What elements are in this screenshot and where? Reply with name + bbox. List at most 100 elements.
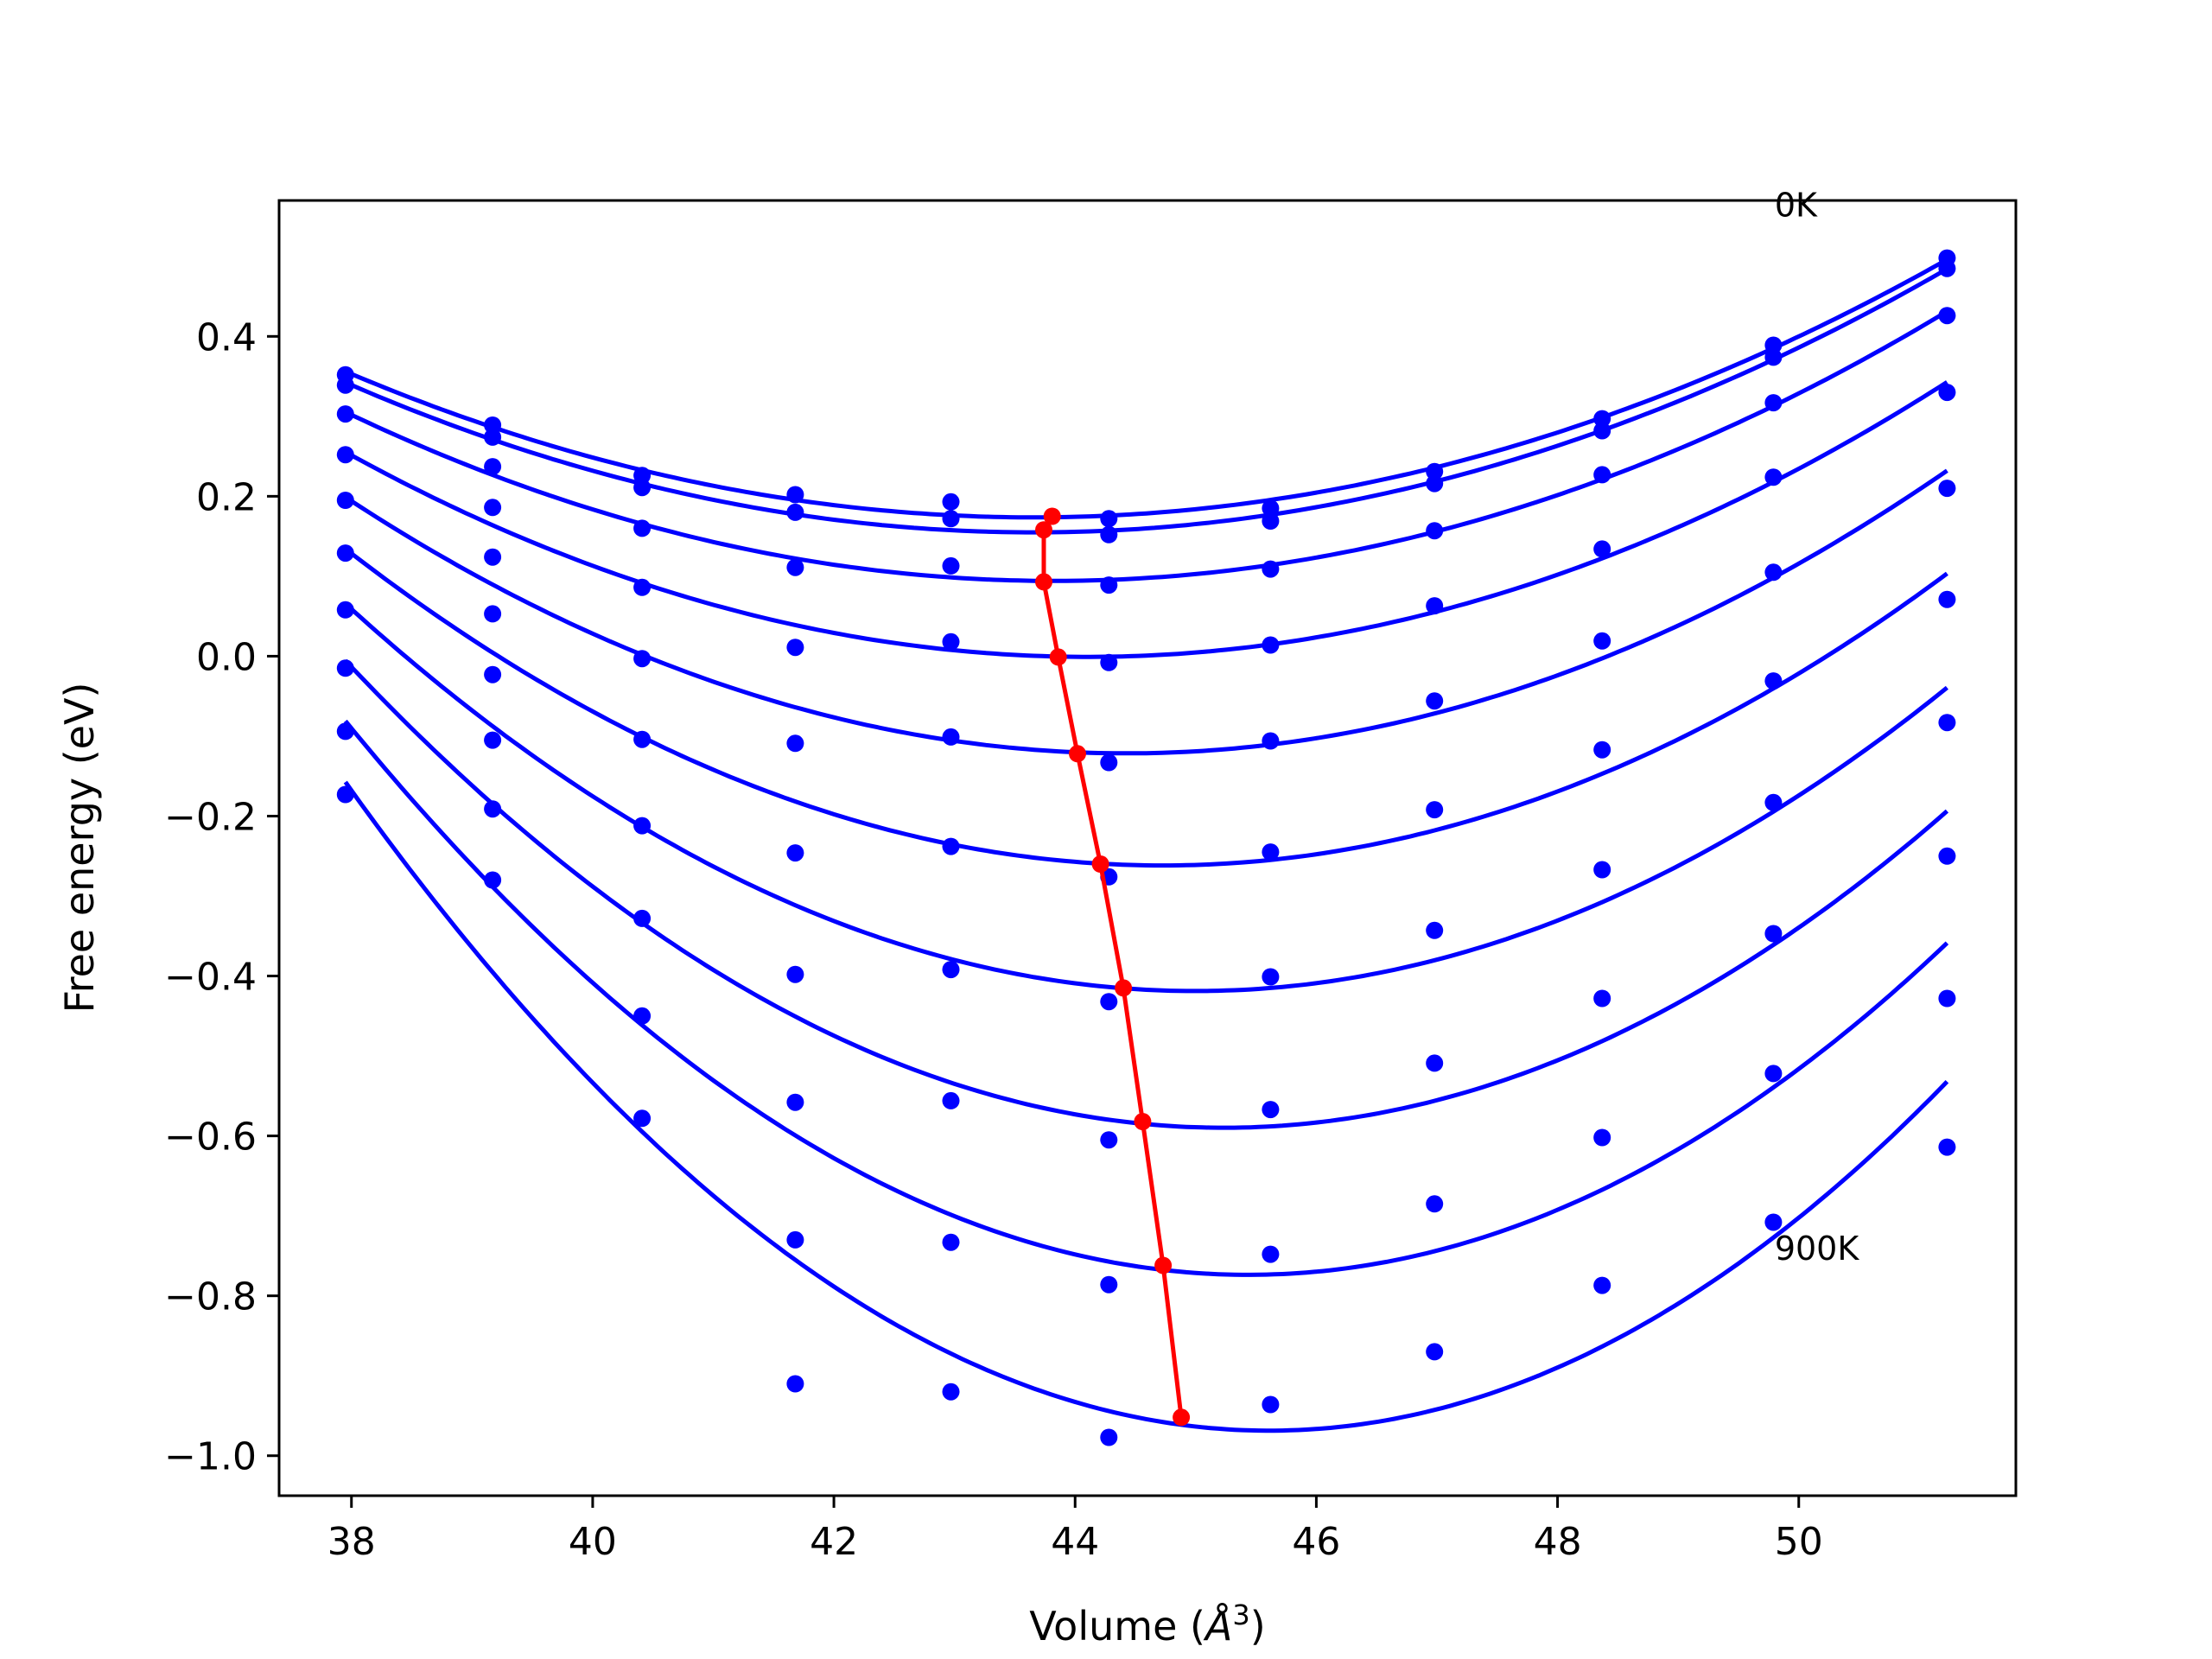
minimum-point <box>1091 855 1109 873</box>
data-point <box>786 1093 804 1111</box>
fit-curve-5 <box>344 547 1948 868</box>
data-point <box>1426 462 1444 480</box>
data-point <box>786 486 804 504</box>
x-axis-label: Volume (Å3) <box>1029 1599 1265 1649</box>
data-point <box>1764 1213 1783 1231</box>
minimum-point <box>1035 573 1052 591</box>
data-point <box>1938 480 1956 498</box>
data-point <box>942 1233 960 1251</box>
data-point <box>1938 307 1956 325</box>
data-point <box>1100 753 1118 772</box>
temperature-annotation: 0K <box>1775 187 1818 225</box>
fit-curve-8 <box>343 719 1949 1277</box>
data-point <box>484 428 502 446</box>
data-point <box>786 558 804 576</box>
data-point <box>336 376 354 394</box>
data-point <box>1262 636 1280 654</box>
data-point <box>1262 1101 1280 1119</box>
data-point <box>1593 422 1611 440</box>
data-point <box>1764 394 1783 412</box>
data-point <box>942 493 960 511</box>
data-point <box>1764 348 1783 366</box>
data-point <box>336 722 354 741</box>
data-point <box>1764 468 1783 486</box>
data-point <box>633 578 652 596</box>
y-tick-label: −0.8 <box>164 1275 257 1319</box>
data-point <box>1262 968 1280 986</box>
data-point <box>336 492 354 509</box>
data-point <box>484 871 502 889</box>
data-point <box>942 632 960 651</box>
x-axis: 38 40 42 44 46 48 50 <box>327 1496 1823 1564</box>
data-point <box>1593 861 1611 879</box>
data-point <box>1764 672 1783 690</box>
data-point <box>1426 801 1444 819</box>
data-point <box>1938 847 1956 865</box>
data-point <box>1426 522 1444 540</box>
data-point <box>942 961 960 979</box>
data-point <box>484 731 502 749</box>
minimum-point <box>1069 745 1086 763</box>
data-point <box>1593 410 1611 428</box>
data-point <box>1764 336 1783 354</box>
minimum-point <box>1173 1408 1191 1427</box>
minimum-point <box>1115 979 1133 997</box>
data-point <box>1262 732 1280 750</box>
data-point <box>1764 925 1783 943</box>
data-point <box>633 479 652 497</box>
data-point <box>484 499 502 517</box>
y-tick-label: −0.4 <box>164 956 257 1000</box>
data-point <box>336 446 354 464</box>
data-point <box>786 844 804 862</box>
y-axis: −1.0 −0.8 −0.6 −0.4 −0.2 0.0 0.2 0.4 <box>164 315 279 1479</box>
data-point <box>942 1382 960 1401</box>
data-point <box>484 800 502 818</box>
data-point <box>942 556 960 575</box>
data-point <box>1764 1065 1783 1083</box>
x-tick-label: 38 <box>327 1520 376 1564</box>
data-point <box>1764 563 1783 582</box>
data-point <box>484 416 502 434</box>
data-point <box>1593 741 1611 759</box>
x-tick-label: 46 <box>1292 1520 1340 1564</box>
data-point <box>942 837 960 855</box>
y-tick-label: 0.4 <box>196 315 257 359</box>
data-point <box>484 548 502 566</box>
y-tick-label: −1.0 <box>164 1435 257 1479</box>
x-tick-label: 48 <box>1534 1520 1582 1564</box>
x-tick-label: 40 <box>569 1520 617 1564</box>
x-tick-label: 42 <box>810 1520 858 1564</box>
data-point <box>1938 384 1956 402</box>
data-point <box>1938 1138 1956 1156</box>
data-point <box>1262 843 1280 861</box>
plot-area <box>336 249 1956 1446</box>
data-point <box>942 1091 960 1109</box>
data-point <box>786 1375 804 1393</box>
y-tick-label: −0.6 <box>164 1116 257 1160</box>
fit-curve-4 <box>344 468 1948 756</box>
fit-curve-3 <box>344 380 1948 659</box>
data-point <box>336 659 354 677</box>
data-point <box>633 650 652 668</box>
data-point <box>633 730 652 748</box>
data-point <box>1938 989 1956 1007</box>
temperature-annotation: 900K <box>1775 1230 1860 1268</box>
fit-curve-9 <box>343 780 1949 1433</box>
data-point <box>633 519 652 537</box>
y-tick-label: −0.2 <box>164 795 257 839</box>
data-point <box>1100 1131 1118 1149</box>
data-point <box>786 734 804 753</box>
data-point <box>1100 1275 1118 1294</box>
data-point <box>633 909 652 927</box>
data-point <box>1100 576 1118 594</box>
minimum-point <box>1043 507 1061 525</box>
minimum-point <box>1049 648 1067 666</box>
data-point <box>1262 512 1280 530</box>
minimum-point <box>1035 521 1052 539</box>
data-point <box>633 1109 652 1128</box>
data-point <box>633 467 652 485</box>
data-point <box>1262 1245 1280 1263</box>
annotations: 0K 900K <box>1775 187 1860 1268</box>
data-point <box>786 503 804 521</box>
